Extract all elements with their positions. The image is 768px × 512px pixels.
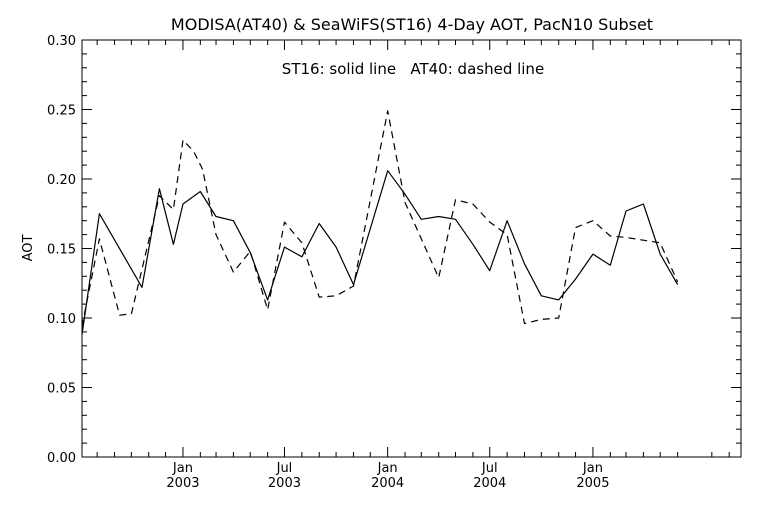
line-style-annotation: ST16: solid line AT40: dashed line [282, 60, 544, 78]
x-tick-month-label: Jul [276, 461, 293, 476]
y-tick-label: 0.20 [47, 173, 76, 188]
axes: 0.000.050.100.150.200.250.30Jan2003Jul20… [47, 34, 742, 491]
x-tick-month-label: Jan [172, 461, 193, 476]
y-tick-label: 0.00 [47, 451, 76, 466]
series-line-st16 [81, 170, 679, 335]
y-axis-label: AOT [21, 235, 36, 262]
y-tick-label: 0.10 [47, 312, 76, 327]
series-lines [81, 110, 679, 335]
series-line-at40 [81, 110, 679, 327]
x-tick-month-label: Jan [377, 461, 398, 476]
x-tick-year-label: 2003 [268, 476, 301, 491]
y-tick-label: 0.05 [47, 382, 76, 397]
chart-title: MODISA(AT40) & SeaWiFS(ST16) 4-Day AOT, … [171, 15, 653, 34]
x-tick-year-label: 2005 [576, 476, 609, 491]
y-tick-label: 0.30 [47, 34, 76, 49]
x-tick-month-label: Jul [481, 461, 498, 476]
y-tick-label: 0.15 [47, 243, 76, 258]
y-tick-label: 0.25 [47, 104, 76, 119]
x-tick-year-label: 2003 [166, 476, 199, 491]
x-tick-year-label: 2004 [371, 476, 404, 491]
x-tick-year-label: 2004 [473, 476, 506, 491]
x-tick-month-label: Jan [582, 461, 603, 476]
